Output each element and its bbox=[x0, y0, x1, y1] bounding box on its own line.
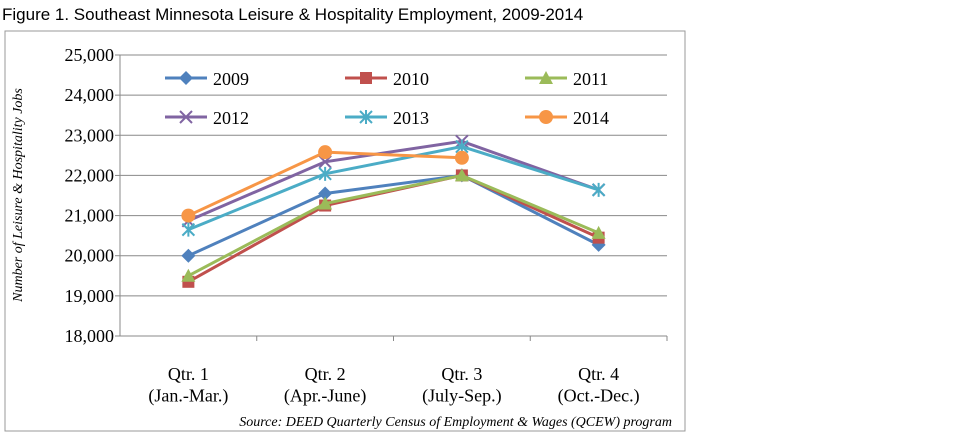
marker bbox=[181, 268, 196, 282]
marker bbox=[181, 248, 196, 263]
y-tick-label: 18,000 bbox=[65, 326, 115, 346]
marker bbox=[360, 72, 372, 84]
marker bbox=[318, 186, 333, 201]
y-tick-label: 23,000 bbox=[65, 125, 115, 145]
y-tick-label: 19,000 bbox=[65, 286, 115, 306]
legend-label: 2011 bbox=[573, 69, 608, 89]
y-tick-label: 22,000 bbox=[65, 165, 115, 185]
marker bbox=[539, 71, 553, 84]
source-note: Source: DEED Quarterly Census of Employm… bbox=[239, 415, 672, 430]
marker bbox=[318, 196, 333, 210]
x-tick-label: Qtr. 3 (July-Sep.) bbox=[422, 364, 502, 407]
marker bbox=[454, 168, 469, 182]
marker bbox=[454, 150, 469, 165]
legend-label: 2010 bbox=[393, 69, 429, 89]
series-line bbox=[187, 173, 600, 278]
legend-label: 2014 bbox=[573, 108, 609, 128]
y-tick-label: 20,000 bbox=[65, 246, 115, 266]
marker bbox=[179, 110, 193, 124]
marker bbox=[181, 208, 196, 223]
x-tick-label: Qtr. 4 (Oct.-Dec.) bbox=[558, 364, 640, 407]
y-tick-label: 21,000 bbox=[65, 206, 115, 226]
marker bbox=[359, 110, 373, 124]
marker bbox=[318, 145, 333, 160]
x-tick-label: Qtr. 1 (Jan.-Mar.) bbox=[148, 364, 228, 407]
marker bbox=[181, 222, 196, 237]
chart-border bbox=[4, 30, 686, 432]
chart-title: Figure 1. Southeast Minnesota Leisure & … bbox=[2, 5, 583, 24]
marker bbox=[318, 166, 332, 181]
y-tick-label: 25,000 bbox=[65, 45, 115, 65]
marker bbox=[179, 71, 193, 85]
x-tick-label: Qtr. 2 (Apr.-June) bbox=[284, 364, 366, 407]
series-line bbox=[187, 144, 600, 232]
marker bbox=[591, 182, 606, 197]
y-tick-label: 24,000 bbox=[65, 85, 115, 105]
legend-label: 2012 bbox=[213, 108, 249, 128]
marker bbox=[591, 225, 606, 239]
marker bbox=[539, 110, 553, 124]
series-line bbox=[187, 173, 600, 258]
legend-label: 2009 bbox=[213, 69, 249, 89]
y-axis-label: Number of Leisure & Hospitality Jobs bbox=[11, 88, 26, 303]
legend-label: 2013 bbox=[393, 108, 429, 128]
series-line bbox=[187, 139, 600, 223]
